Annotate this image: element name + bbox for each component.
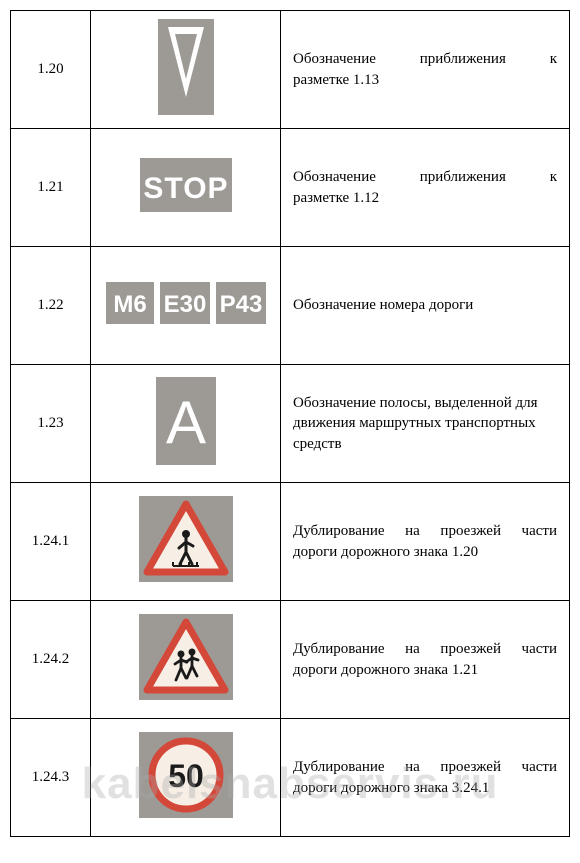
desc-text: Обозначение приближения к	[293, 167, 557, 187]
speed-limit-50-icon: 50	[139, 732, 233, 818]
sign-cell: М6 Е30 Р43	[91, 247, 281, 365]
table-row: 1.24.1 Дублирование на проезжей части до…	[11, 483, 570, 601]
stop-sign-icon: STOP	[140, 158, 232, 212]
bus-lane-a-icon: А	[156, 377, 216, 465]
code-cell: 1.24.1	[11, 483, 91, 601]
desc-cell: Обозначение номера дороги	[281, 247, 570, 365]
warning-pedestrian-icon	[139, 496, 233, 582]
desc-cell: Обозначение полосы, выделенной для движе…	[281, 365, 570, 483]
code-cell: 1.22	[11, 247, 91, 365]
sign-cell	[91, 11, 281, 129]
code-cell: 1.24.2	[11, 601, 91, 719]
desc-text: средств	[293, 434, 557, 454]
code-cell: 1.21	[11, 129, 91, 247]
desc-text: дороги дорожного знака 1.21	[293, 660, 557, 680]
yield-triangle-icon	[158, 19, 214, 115]
road-number-panels-icon: М6 Е30 Р43	[106, 282, 266, 324]
svg-text:Р43: Р43	[219, 291, 262, 318]
svg-text:А: А	[165, 389, 205, 456]
table-row: 1.20 Обозначение приближения к разметке …	[11, 11, 570, 129]
code-cell: 1.20	[11, 11, 91, 129]
desc-text: разметке 1.13	[293, 70, 557, 90]
sign-cell: А	[91, 365, 281, 483]
sign-cell	[91, 483, 281, 601]
desc-cell: Обозначение приближения к разметке 1.12	[281, 129, 570, 247]
svg-text:STOP: STOP	[143, 172, 228, 205]
desc-text: Обозначение приближения к	[293, 49, 557, 69]
desc-text: Обозначение полосы, выделенной для	[293, 393, 557, 413]
sign-cell	[91, 601, 281, 719]
table-row: 1.24.2 Дублирование на проезжей части до…	[11, 601, 570, 719]
table-row: 1.22 М6 Е30 Р43 Обозначение номера дорог…	[11, 247, 570, 365]
desc-text: движения маршрутных транспортных	[293, 413, 557, 433]
table-row: 1.24.3 50 Дублирование на проезжей части…	[11, 719, 570, 837]
desc-cell: Дублирование на проезжей части дороги до…	[281, 601, 570, 719]
code-cell: 1.23	[11, 365, 91, 483]
desc-text: Дублирование на проезжей части	[293, 521, 557, 541]
desc-text: дороги дорожного знака 3.24.1	[293, 778, 557, 798]
road-markings-table: 1.20 Обозначение приближения к разметке …	[10, 10, 570, 837]
code-cell: 1.24.3	[11, 719, 91, 837]
desc-cell: Дублирование на проезжей части дороги до…	[281, 483, 570, 601]
desc-text: разметке 1.12	[293, 188, 557, 208]
desc-text: Дублирование на проезжей части	[293, 639, 557, 659]
desc-cell: Дублирование на проезжей части дороги до…	[281, 719, 570, 837]
desc-text: Обозначение номера дороги	[293, 295, 557, 315]
sign-cell: 50	[91, 719, 281, 837]
svg-text:50: 50	[168, 758, 204, 794]
svg-text:Е30: Е30	[163, 291, 206, 318]
warning-children-icon	[139, 614, 233, 700]
svg-text:М6: М6	[113, 291, 146, 318]
desc-text: Дублирование на проезжей части	[293, 757, 557, 777]
desc-text: дороги дорожного знака 1.20	[293, 542, 557, 562]
sign-cell: STOP	[91, 129, 281, 247]
table-row: 1.21 STOP Обозначение приближения к разм…	[11, 129, 570, 247]
desc-cell: Обозначение приближения к разметке 1.13	[281, 11, 570, 129]
table-row: 1.23 А Обозначение полосы, выделенной дл…	[11, 365, 570, 483]
